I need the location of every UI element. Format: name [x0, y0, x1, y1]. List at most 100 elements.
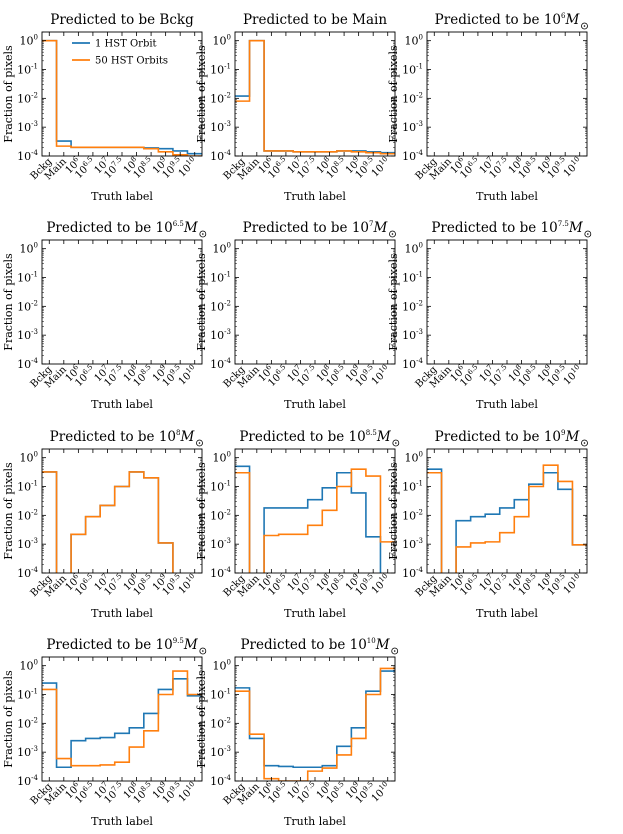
y-tick-label: 10-3	[210, 537, 231, 551]
y-tick-label: 10-3	[17, 537, 38, 551]
sun-symbol	[389, 230, 396, 238]
panel-title: Predicted to be 109M	[435, 429, 581, 445]
series-50-hst-orbits	[235, 468, 395, 573]
series-50-hst-orbits	[42, 39, 202, 156]
y-tick-label: 10-2	[17, 716, 38, 730]
series-50-hst-orbits	[427, 464, 587, 573]
y-tick-label: 100	[20, 659, 38, 673]
y-axis-label: Fraction of pixels	[2, 462, 15, 560]
sun-symbol	[199, 647, 207, 655]
y-tick-label: 100	[213, 659, 231, 673]
y-tick-label: 10-4	[210, 357, 231, 371]
legend-entry: 1 HST Orbit	[95, 39, 157, 50]
x-axis-label: Truth label	[91, 398, 153, 411]
y-axis-label: Fraction of pixels	[2, 45, 15, 143]
axes-frame	[234, 656, 396, 782]
y-tick-label: 10-3	[402, 120, 423, 134]
y-tick-label: 10-4	[402, 149, 423, 163]
series-1-hst-orbit	[235, 670, 395, 769]
series-1-hst-orbit	[235, 465, 382, 573]
panel-title: Predicted to be 109.5M	[46, 637, 198, 653]
y-tick-label: 10-1	[210, 271, 231, 285]
y-tick-label: 10-1	[17, 271, 38, 285]
y-axis-label: Fraction of pixels	[387, 462, 400, 560]
axes-frame	[234, 31, 396, 157]
panel-6: Predicted to be 108M10010-110-210-310-4B…	[2, 429, 203, 620]
panel-3: Predicted to be 106.5M 100 10-1 10-2 10-3 10-…	[2, 220, 207, 411]
y-tick-label: 100	[20, 34, 38, 48]
y-axis-label: Fraction of pixels	[2, 670, 15, 768]
y-tick-label: 10-2	[17, 508, 38, 522]
y-tick-label: 10-2	[402, 299, 423, 313]
y-tick-label: 10-2	[210, 91, 231, 105]
y-tick-label: 10-2	[402, 508, 423, 522]
y-tick-label: 10-3	[17, 328, 38, 342]
y-tick-label: 100	[20, 242, 38, 256]
panel-title: Predicted to be 1010M	[240, 637, 390, 653]
y-tick-label: 10-1	[17, 63, 38, 77]
panel-title: Predicted to be 108.5M	[239, 429, 391, 445]
y-axis-label: Fraction of pixels	[195, 462, 208, 560]
y-tick-label: 10-4	[17, 566, 38, 580]
y-tick-label: 100	[213, 242, 231, 256]
legend-entry: 50 HST Orbits	[95, 56, 168, 67]
y-tick-label: 10-3	[17, 745, 38, 759]
panel-title: Predicted to be 107M	[243, 220, 389, 236]
y-tick-label: 10-3	[210, 120, 231, 134]
x-axis-label: Truth label	[284, 190, 346, 203]
sun-symbol	[584, 230, 592, 238]
sun-symbol	[581, 22, 588, 30]
panel-0: Predicted to be Bckg10010-110-210-310-4B…	[2, 12, 203, 203]
panel-title: Predicted to be 107.5M	[431, 220, 583, 236]
panel-4: Predicted to be 107M10010-110-210-310-4B…	[195, 220, 396, 411]
y-tick-label: 10-1	[402, 63, 423, 77]
panel-title: Predicted to be 108M	[50, 429, 196, 445]
y-tick-label: 10-3	[402, 537, 423, 551]
y-tick-label: 100	[405, 242, 423, 256]
y-axis-label: Fraction of pixels	[195, 253, 208, 351]
series-50-hst-orbits	[235, 39, 395, 155]
panel-9: Predicted to be 109.5M 100 10-1 10-2 10-3 10-…	[2, 637, 207, 828]
y-tick-label: 100	[405, 451, 423, 465]
y-axis-label: Fraction of pixels	[195, 45, 208, 143]
y-tick-label: 100	[20, 451, 38, 465]
y-tick-label: 10-1	[17, 480, 38, 494]
y-tick-label: 10-4	[17, 774, 38, 788]
y-tick-label: 10-4	[17, 357, 38, 371]
y-tick-label: 10-4	[210, 774, 231, 788]
axes-frame	[41, 31, 203, 157]
y-axis-label: Fraction of pixels	[195, 670, 208, 768]
x-axis-label: Truth label	[476, 607, 538, 620]
y-tick-label: 10-2	[210, 508, 231, 522]
sun-symbol	[581, 439, 588, 447]
y-tick-label: 10-1	[402, 271, 423, 285]
panel-5: Predicted to be 107.5M 100 10-1 10-2 10-3 10-…	[387, 220, 592, 411]
y-tick-label: 10-1	[210, 63, 231, 77]
y-tick-label: 10-2	[210, 299, 231, 313]
y-tick-label: 10-3	[402, 328, 423, 342]
sun-symbol	[199, 230, 207, 238]
x-axis-label: Truth label	[91, 815, 153, 828]
panel-10: Predicted to be 1010M 100 10-1 10-2 10-3 10-4…	[195, 637, 399, 828]
x-axis-label: Truth label	[284, 398, 346, 411]
axes-frame	[41, 239, 203, 365]
legend: 1 HST Orbit 50 HST Orbits	[72, 39, 168, 67]
x-axis-label: Truth label	[284, 607, 346, 620]
x-axis-label: Truth label	[91, 607, 153, 620]
sun-symbol	[392, 439, 400, 447]
y-tick-label: 10-1	[402, 480, 423, 494]
axes-frame	[234, 239, 396, 365]
panel-1: Predicted to be Main10010-110-210-310-4B…	[195, 12, 396, 203]
y-tick-label: 100	[213, 34, 231, 48]
y-tick-label: 10-2	[17, 299, 38, 313]
y-tick-label: 10-2	[17, 91, 38, 105]
y-tick-label: 10-4	[402, 566, 423, 580]
axes-frame	[234, 448, 396, 574]
y-tick-label: 10-4	[402, 357, 423, 371]
panel-8: Predicted to be 109M10010-110-210-310-4B…	[387, 429, 588, 620]
y-tick-label: 100	[213, 451, 231, 465]
panel-title: Predicted to be 106M	[435, 12, 581, 28]
panel-title: Predicted to be 106.5M	[46, 220, 198, 236]
axes-frame	[426, 448, 588, 574]
